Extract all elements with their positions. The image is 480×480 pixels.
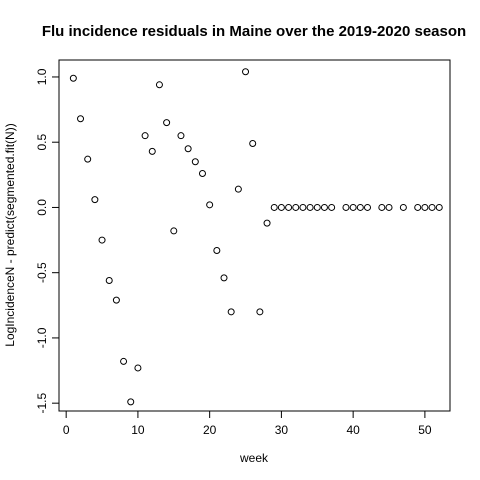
data-point [148,147,156,155]
chart-title: Flu incidence residuals in Maine over th… [42,23,466,40]
data-point [342,203,350,211]
data-point [127,398,135,406]
x-tick-label: 0 [63,423,70,437]
data-point [363,203,371,211]
data-point [428,203,436,211]
data-point [120,357,128,365]
data-point [378,203,386,211]
data-point [170,227,178,235]
y-axis-label: LogIncidenceN - predict(segmented.fit(N)… [3,123,17,346]
data-point [292,203,300,211]
data-point [98,236,106,244]
data-point [177,132,185,140]
data-point [320,203,328,211]
data-point [198,170,206,178]
data-point [77,115,85,123]
data-point [313,203,321,211]
data-point [69,74,77,82]
data-point [328,203,336,211]
data-point [256,308,264,316]
data-point [206,201,214,209]
x-tick-label: 40 [346,423,360,437]
x-axis: 0 10 20 30 40 50 [63,410,432,437]
data-point [163,119,171,127]
data-point [349,203,357,211]
data-point [385,203,393,211]
data-point [421,203,429,211]
data-point [306,203,314,211]
data-point [220,274,228,282]
y-tick-label: 0.5 [35,134,49,151]
data-point [84,155,92,163]
data-point [155,81,163,89]
data-point [435,203,443,211]
data-point [213,247,221,255]
x-tick-label: 20 [203,423,217,437]
x-tick-label: 50 [418,423,432,437]
data-point [270,203,278,211]
data-point [414,203,422,211]
y-tick-label: 1.0 [35,68,49,85]
data-point [234,185,242,193]
x-tick-label: 30 [275,423,289,437]
data-point [184,145,192,153]
y-tick-label: -0.5 [35,262,49,283]
y-tick-label: -1.0 [35,327,49,348]
data-point [285,203,293,211]
data-point [356,203,364,211]
data-point [134,364,142,372]
data-points [69,68,443,406]
data-point [277,203,285,211]
data-point [141,132,149,140]
x-tick-label: 10 [131,423,145,437]
y-tick-label: 0.0 [35,199,49,216]
y-axis: -1.5 -1.0 -0.5 0.0 0.5 1.0 [35,68,60,414]
data-point [399,203,407,211]
data-point [191,158,199,166]
y-tick-label: -1.5 [35,393,49,414]
data-point [299,203,307,211]
x-axis-label: week [239,451,269,465]
data-point [227,308,235,316]
data-point [105,277,113,285]
data-point [242,68,250,76]
data-point [91,196,99,204]
data-point [249,140,257,148]
data-point [112,296,120,304]
data-point [263,219,271,227]
